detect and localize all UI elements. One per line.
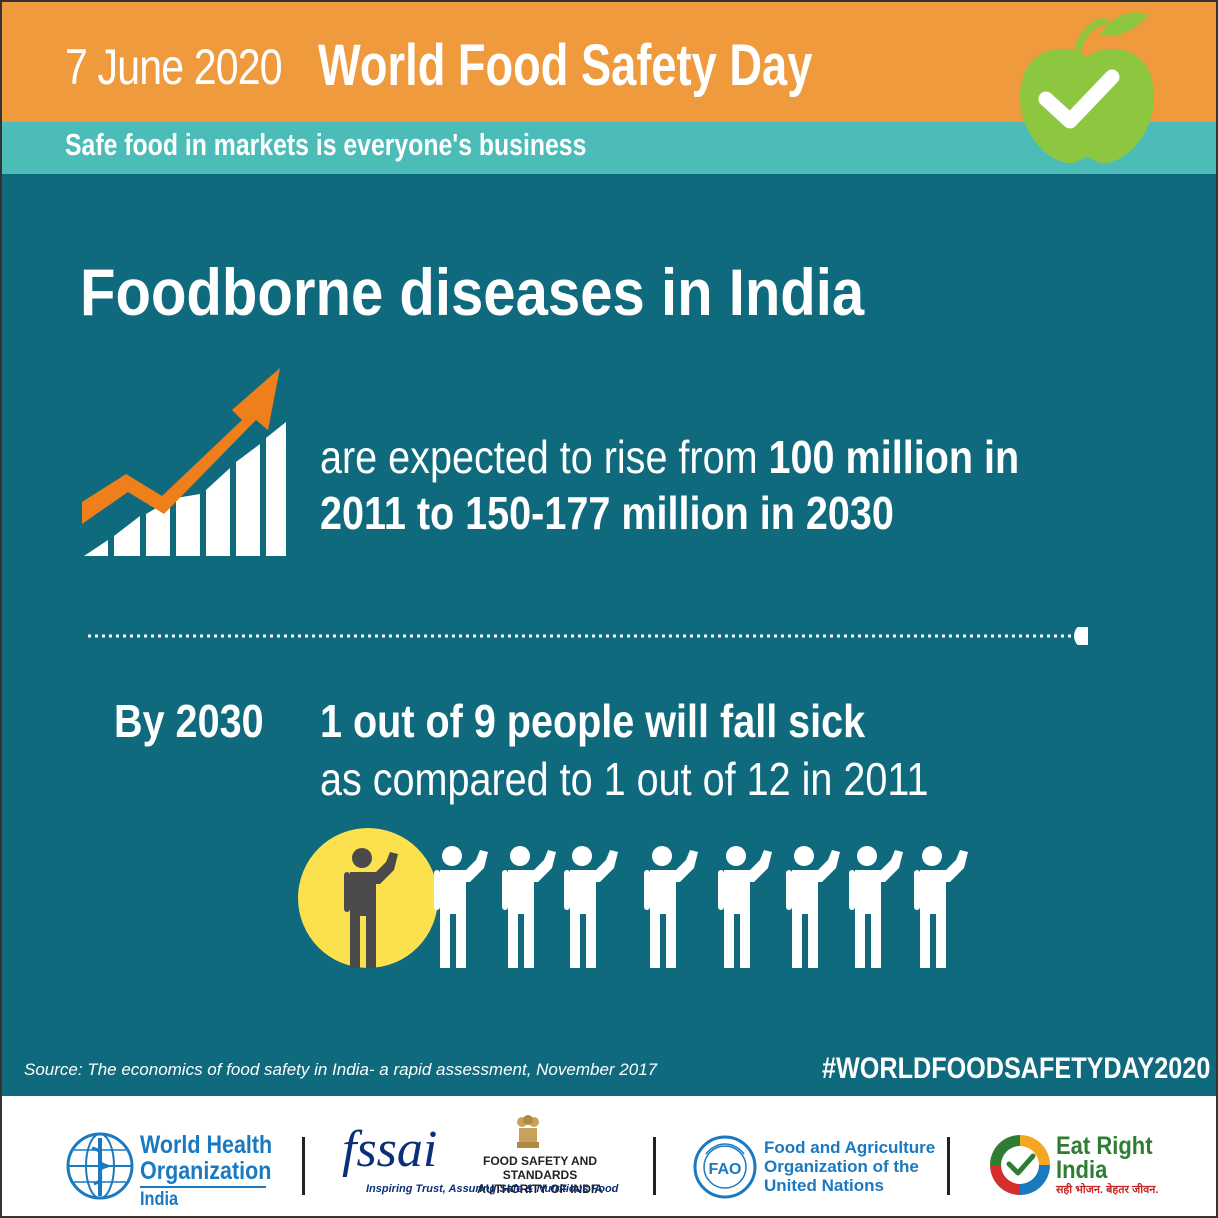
eri-name: Eat Right India (1056, 1132, 1153, 1184)
rise-text-regular: are expected to rise from (320, 431, 769, 483)
fssai-emblem-icon (517, 1115, 539, 1148)
main-title: Foodborne diseases in India (80, 255, 865, 329)
person-icon (786, 846, 840, 968)
logo-separator (653, 1137, 656, 1195)
person-icon (849, 846, 903, 968)
fao-logo-text: FAO (709, 1161, 742, 1178)
person-icon (434, 846, 488, 968)
fao-line-1: Food and Agriculture (764, 1138, 936, 1157)
eri-tagline: सही भोजन. बेहतर जीवन. (1056, 1184, 1159, 1196)
fssai-logo-text: fssai (342, 1121, 438, 1178)
who-line-1: World Health (140, 1131, 273, 1159)
fao-emblem-icon: FAO (693, 1135, 757, 1199)
subheader-text: Safe food in markets is everyone's busin… (65, 127, 587, 162)
fao-line-3: United Nations (764, 1176, 884, 1195)
who-name: World Health Organization (140, 1132, 272, 1184)
person-icon-sick (298, 828, 438, 968)
who-emblem-icon (66, 1132, 134, 1200)
who-country: India (140, 1189, 179, 1210)
logo-separator (302, 1137, 305, 1195)
who-rule (140, 1186, 266, 1188)
rising-chart-icon (82, 368, 286, 556)
who-line-2: Organization (140, 1157, 272, 1185)
hashtag: #WORLDFOODSAFETYDAY2020 (822, 1052, 1211, 1085)
eat-right-india-icon (990, 1135, 1050, 1195)
fao-line-2: Organization of the (764, 1157, 919, 1176)
stat-line-1: 1 out of 9 people will fall sick (320, 695, 866, 747)
fssai-authority: FOOD SAFETY AND STANDARDS AUTHORITY OF I… (460, 1154, 620, 1196)
people-pictogram (298, 828, 968, 968)
dotted-divider (88, 627, 1088, 645)
fssai-tagline: Inspiring Trust, Assuring Safe & Nutriti… (366, 1183, 619, 1195)
header-date: 7 June 2020 (65, 39, 283, 95)
header-bar (2, 2, 1216, 122)
apple-check-icon (1020, 12, 1154, 164)
stat-line-2: as compared to 1 out of 12 in 2011 (320, 753, 929, 805)
rise-text-bold: 100 million in (768, 431, 1020, 483)
person-icon (502, 846, 556, 968)
fssai-authority-line-2: AUTHORITY OF INDIA (477, 1182, 603, 1196)
by-year-label: By 2030 (114, 695, 264, 747)
person-icon (718, 846, 772, 968)
eri-line-2: India (1056, 1156, 1108, 1184)
source-note: Source: The economics of food safety in … (24, 1060, 658, 1079)
fao-name: Food and Agriculture Organization of the… (764, 1138, 935, 1195)
person-icon (644, 846, 698, 968)
logo-separator (947, 1137, 950, 1195)
subheader-bar (2, 122, 1216, 174)
header-title: World Food Safety Day (318, 33, 813, 98)
person-icon (564, 846, 618, 968)
rise-text-line-2: 2011 to 150-177 million in 2030 (320, 487, 894, 539)
rise-text-line-1: are expected to rise from 100 million in (320, 430, 1019, 484)
eri-line-1: Eat Right (1056, 1132, 1153, 1160)
fssai-authority-line-1: FOOD SAFETY AND STANDARDS (482, 1154, 597, 1182)
person-icon (914, 846, 968, 968)
